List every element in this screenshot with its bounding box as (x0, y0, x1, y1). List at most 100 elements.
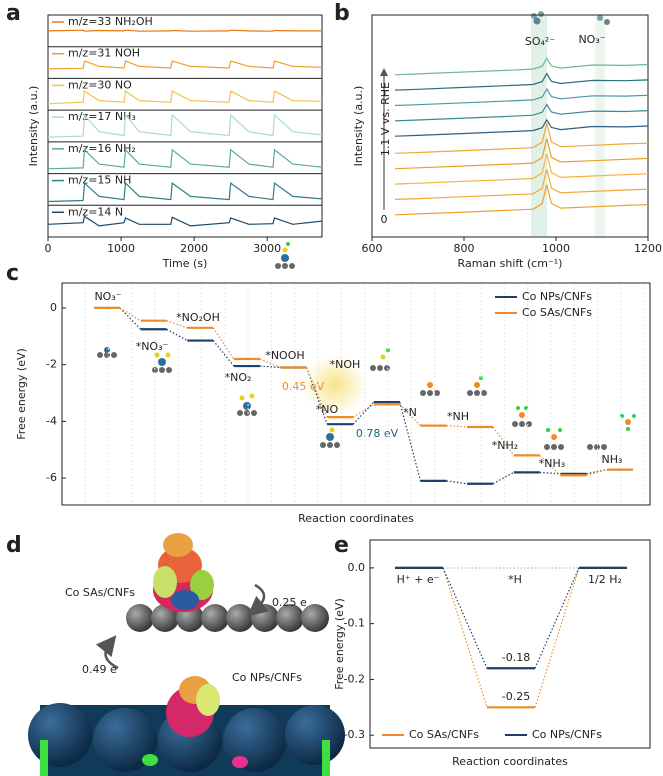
y-tick-label: -2 (46, 358, 57, 371)
state-label: 1/2 H₂ (588, 573, 622, 586)
y-axis-label: Free energy (eV) (333, 598, 346, 690)
x-tick-label: 1000 (107, 242, 135, 255)
state-label: *N (403, 406, 417, 419)
level-connector (212, 340, 235, 367)
molecule-icon (533, 17, 541, 25)
molecule-icon (597, 15, 603, 21)
charge-density-image (28, 533, 345, 776)
molecule-icon (538, 11, 544, 17)
y-tick-label: -0.3 (344, 728, 365, 741)
panel-label: c (6, 261, 19, 286)
state-label: *NH₂ (492, 439, 518, 452)
series-label: m/z=33 NH₂OH (68, 15, 153, 28)
state-label: NH₃ (602, 453, 623, 466)
level-connector (446, 425, 468, 428)
annotation: 1.1 V vs. RHE (379, 82, 392, 156)
annotation: 0.45 eV (282, 380, 325, 393)
value-label: -0.18 (502, 651, 530, 664)
level-connector (399, 401, 422, 482)
molecule-icon (604, 19, 610, 25)
y-tick-label: -4 (46, 414, 57, 427)
series-line (47, 90, 323, 105)
series-label: m/z=14 N (68, 205, 123, 218)
series-label: m/z=31 NOH (68, 47, 140, 60)
plot-frame (61, 282, 651, 506)
state-label: *H (508, 573, 522, 586)
series-label: m/z=30 NO (68, 78, 132, 91)
x-tick-label: 800 (454, 242, 475, 255)
charge-label: 0.25 e (272, 596, 307, 609)
level-connector (166, 320, 188, 329)
level-connector (534, 567, 580, 669)
x-axis-label: Time (s) (162, 257, 208, 270)
plot-frame (371, 14, 649, 238)
series-line (47, 181, 323, 203)
series-line (394, 153, 649, 185)
series-label: m/z=15 NH (68, 174, 131, 187)
x-tick-label: 3000 (253, 242, 281, 255)
level-connector (539, 454, 561, 476)
annotation: 0.78 eV (356, 427, 399, 440)
state-label: *NO₂OH (176, 311, 220, 324)
legend-label: Co SAs/CNFs (522, 306, 592, 319)
panel-label: b (334, 1, 350, 26)
level-connector (352, 403, 375, 418)
state-label: *NOOH (265, 349, 304, 362)
level-connector (352, 401, 375, 425)
adsorbate-icons (97, 242, 636, 450)
annotation: 0 (381, 213, 388, 226)
series-line (394, 72, 649, 91)
legend-label: Co SAs/CNFs (409, 728, 479, 741)
state-label: NO₃⁻ (94, 290, 121, 303)
x-tick-label: 0 (45, 242, 52, 255)
level-connector (212, 327, 235, 360)
level-connector (119, 307, 141, 322)
plot-frame (369, 539, 651, 749)
level-connector (492, 471, 515, 485)
y-tick-label: 0 (50, 301, 57, 314)
level-connector (119, 307, 142, 330)
level-connector (442, 567, 488, 669)
series-line (394, 57, 649, 76)
series-line (394, 87, 649, 107)
y-axis-label: Intensity (a.u.) (27, 86, 40, 167)
annotation: SO₄²⁻ (525, 35, 555, 48)
charge-label: 0.49 e (82, 663, 117, 676)
panel-label: e (334, 533, 349, 558)
series-line (47, 215, 323, 227)
series-line (394, 123, 649, 154)
y-tick-label: -6 (46, 471, 57, 484)
level-connector (492, 426, 515, 456)
series-line (394, 103, 649, 122)
state-label: *NO (316, 403, 339, 416)
x-tick-label: 2000 (180, 242, 208, 255)
series-line (394, 184, 649, 216)
structure-label: Co NPs/CNFs (232, 671, 302, 684)
level-connector (446, 480, 468, 485)
series-line (47, 113, 323, 138)
state-label: H⁺ + e⁻ (397, 573, 440, 586)
level-connector (399, 403, 421, 427)
y-axis-label: Intensity (a.u.) (352, 86, 365, 167)
y-axis-label: Free energy (eV) (15, 348, 28, 440)
series-line (47, 60, 323, 70)
series-line (47, 29, 322, 32)
structure-label: Co SAs/CNFs (65, 586, 135, 599)
level-connector (586, 468, 608, 476)
series-line (394, 118, 649, 137)
panel-label: a (6, 1, 21, 26)
legend-label: Co NPs/CNFs (522, 290, 592, 303)
series-label: m/z=17 NH₃ (68, 110, 136, 123)
legend-label: Co NPs/CNFs (532, 728, 602, 741)
panel-label: d (6, 533, 22, 558)
state-label: *NO₃⁻ (136, 340, 169, 353)
y-tick-label: -0.1 (344, 617, 365, 630)
state-label: *NH (447, 410, 469, 423)
highlight-glow (303, 355, 367, 415)
state-label: *NOH (330, 358, 361, 371)
x-axis-label: Reaction coordinates (298, 512, 414, 525)
y-tick-label: -0.2 (344, 672, 365, 685)
level-connector (442, 567, 488, 708)
state-label: *NH₃ (539, 457, 565, 470)
